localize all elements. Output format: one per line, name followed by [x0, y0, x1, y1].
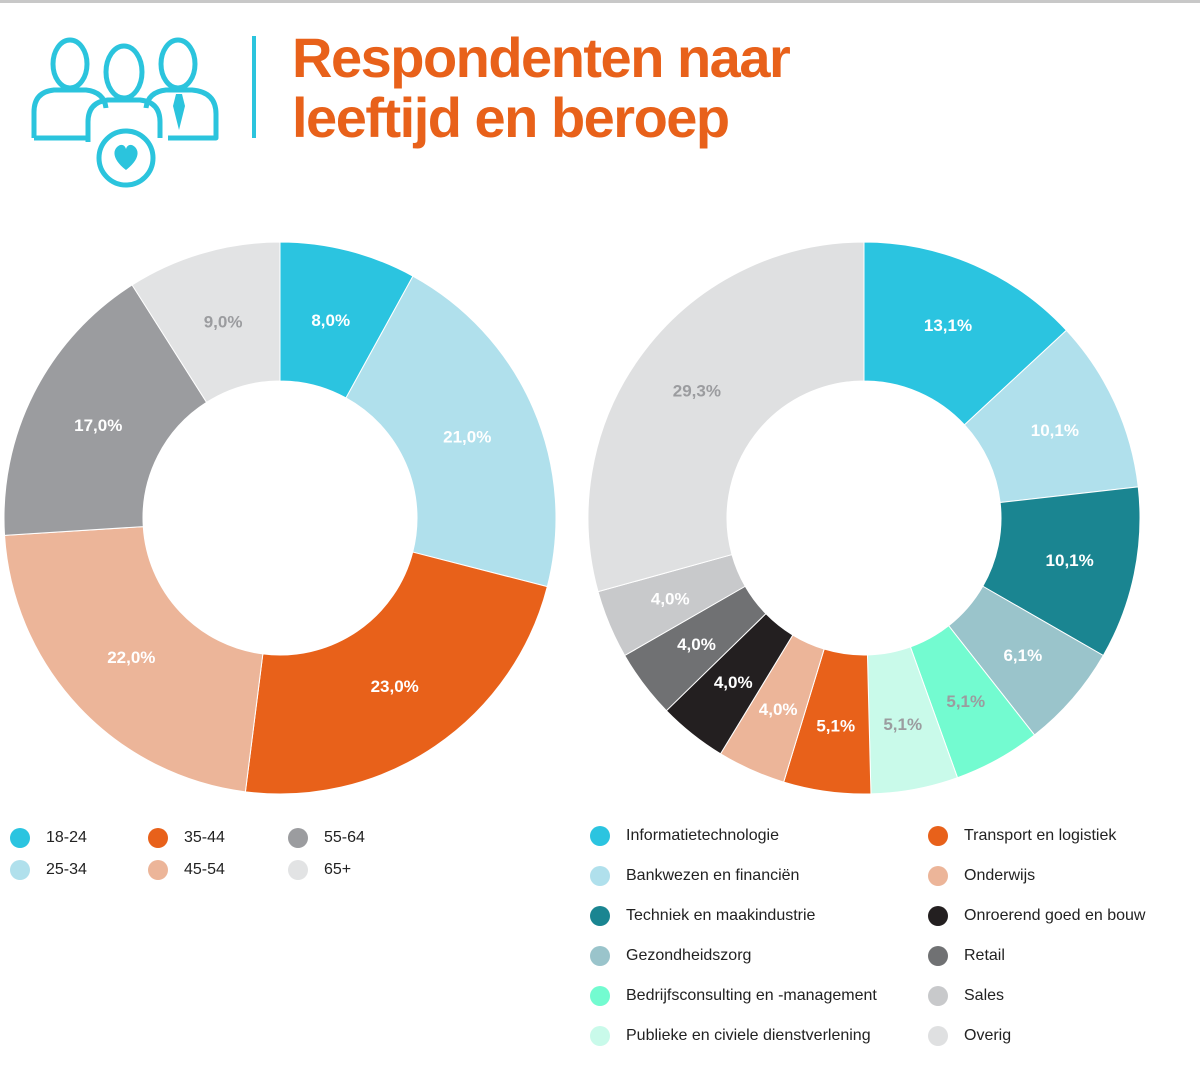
legend-label: Techniek en maakindustrie — [626, 907, 816, 924]
legend-swatch — [590, 986, 610, 1006]
slice-value-label: 4,0% — [714, 673, 753, 692]
legend-label: 45-54 — [184, 861, 225, 878]
slice-value-label: 22,0% — [107, 648, 155, 667]
legend-label: Gezondheidszorg — [626, 947, 752, 964]
legend-swatch — [928, 986, 948, 1006]
legend-swatch — [288, 860, 308, 880]
slice-65 — [131, 241, 281, 404]
legend-swatch — [590, 826, 610, 846]
legend-swatch — [928, 906, 948, 926]
slice-value-label: 8,0% — [311, 311, 350, 330]
legend-label: 55-64 — [324, 829, 365, 846]
slice-value-label: 13,1% — [924, 316, 972, 335]
legend-swatch — [590, 946, 610, 966]
legend-label: Bedrijfsconsulting en -management — [626, 987, 877, 1004]
legend-item-retail: Retail — [928, 946, 1005, 966]
slice-value-label: 9,0% — [204, 313, 243, 332]
legend-label: Bankwezen en financiën — [626, 867, 800, 884]
age-donut-chart: 8,0% 21,0% 23,0% 22,0% 17,0% 9,0% — [3, 241, 557, 795]
legend-item-onderwijs: Onderwijs — [928, 866, 1035, 886]
occupation-donut-chart: 13,1% 10,1% 10,1% 6,1% 5,1% 5,1% 5,1% 4,0% 4,0% 4… — [587, 241, 1141, 795]
legend-item-gezondheidszorg: Gezondheidszorg — [590, 946, 751, 966]
legend-label: Retail — [964, 947, 1005, 964]
legend-swatch — [10, 860, 30, 880]
legend-swatch — [928, 946, 948, 966]
slice-value-label: 4,0% — [651, 589, 690, 608]
slice-value-label: 29,3% — [673, 381, 721, 400]
legend-item-onroerend-goed-en-bouw: Onroerend goed en bouw — [928, 906, 1145, 926]
slice-value-label: 5,1% — [816, 717, 855, 736]
legend-label: Informatietechnologie — [626, 827, 779, 844]
slice-value-label: 4,0% — [759, 700, 798, 719]
legend-item-35-44: 35-44 — [148, 828, 225, 848]
legend-swatch — [10, 828, 30, 848]
legend-item-55-64: 55-64 — [288, 828, 365, 848]
legend-swatch — [590, 866, 610, 886]
legend-swatch — [148, 828, 168, 848]
legend-item-sales: Sales — [928, 986, 1004, 1006]
legend-item-publieke-en-civiele-dienstverlening: Publieke en civiele dienstverlening — [590, 1026, 871, 1046]
legend-label: 65+ — [324, 861, 352, 878]
legend-label: Transport en logistiek — [964, 827, 1117, 844]
slice-35-44 — [244, 551, 548, 795]
legend-label: Onderwijs — [964, 867, 1036, 884]
legend-label: Overig — [964, 1027, 1012, 1044]
legend-swatch — [590, 1026, 610, 1046]
legend-label: Publieke en civiele dienstverlening — [626, 1027, 871, 1044]
legend-item-18-24: 18-24 — [10, 828, 87, 848]
legend-label: Sales — [964, 987, 1005, 1004]
people-heart-icon — [31, 37, 219, 188]
legend-swatch — [928, 826, 948, 846]
slice-value-label: 4,0% — [677, 635, 716, 654]
legend-label: 18-24 — [46, 829, 87, 846]
slice-overig — [587, 241, 865, 593]
legend-swatch — [288, 828, 308, 848]
page-title: Respondenten naar leeftijd en beroep — [292, 26, 791, 149]
legend-item-65: 65+ — [288, 860, 351, 880]
legend-item-45-54: 45-54 — [148, 860, 225, 880]
legend-swatch — [148, 860, 168, 880]
slice-25-34 — [345, 275, 557, 588]
slice-value-label: 10,1% — [1031, 421, 1079, 440]
legend-item-bankwezen-en-financien: Bankwezen en financiën — [590, 866, 799, 886]
slice-value-label: 21,0% — [443, 427, 491, 446]
slice-value-label: 17,0% — [74, 416, 122, 435]
slice-value-label: 23,0% — [371, 677, 419, 696]
legend-label: Onroerend goed en bouw — [964, 907, 1146, 924]
legend-item-overig: Overig — [928, 1026, 1011, 1046]
slice-45-54 — [4, 526, 264, 793]
legend-swatch — [928, 866, 948, 886]
legend-item-bedrijfsconsulting-en-management: Bedrijfsconsulting en -management — [590, 986, 877, 1006]
legend-item-transport-en-logistiek: Transport en logistiek — [928, 826, 1116, 846]
legend-item-techniek-en-maakindustrie: Techniek en maakindustrie — [590, 906, 815, 926]
legend-item-informatietechnologie: Informatietechnologie — [590, 826, 779, 846]
slice-value-label: 10,1% — [1046, 551, 1094, 570]
slice-value-label: 5,1% — [883, 715, 922, 734]
title-divider — [252, 36, 256, 138]
slice-55-64 — [3, 284, 208, 536]
slice-value-label: 6,1% — [1003, 646, 1042, 665]
slice-informatietechnologie — [863, 241, 1068, 426]
legend-label: 35-44 — [184, 829, 225, 846]
top-divider — [0, 0, 1200, 3]
legend-swatch — [590, 906, 610, 926]
legend-label: 25-34 — [46, 861, 87, 878]
slice-value-label: 5,1% — [946, 692, 985, 711]
legend-item-25-34: 25-34 — [10, 860, 87, 880]
legend-swatch — [928, 1026, 948, 1046]
